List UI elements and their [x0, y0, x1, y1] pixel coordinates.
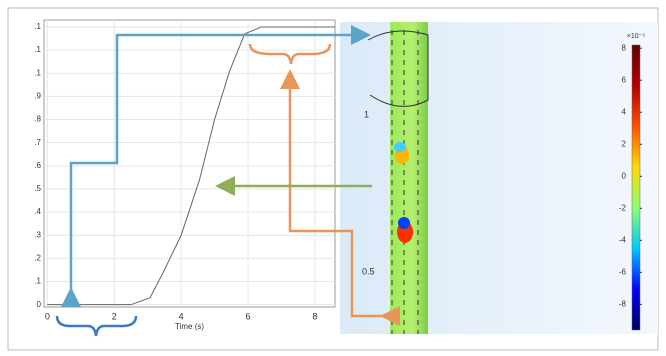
- x-tick-label: 0: [45, 311, 50, 321]
- x-tick-label: 2: [112, 311, 117, 321]
- y-tick-label: .1: [34, 22, 41, 31]
- tube: [390, 22, 428, 334]
- arrow: [280, 69, 400, 326]
- y-tick-label: .1: [34, 68, 41, 77]
- colorbar-tick-label: 0: [622, 171, 627, 180]
- hotspot: [394, 142, 406, 152]
- x-tick-label: 8: [312, 311, 317, 321]
- y-tick-label: .8: [34, 115, 41, 124]
- colorbar-tick-label: -8: [619, 299, 627, 308]
- colorbar-tick-label: 2: [622, 139, 627, 148]
- y-tick-label: .2: [34, 254, 41, 263]
- y-tick-label: .1: [34, 45, 41, 54]
- y-tick-label: .5: [34, 184, 41, 193]
- y-tick-label: .1: [34, 277, 41, 286]
- y-tick-label: .3: [34, 230, 41, 239]
- brace: [55, 315, 138, 337]
- colorbar-tick-label: -6: [619, 267, 627, 276]
- simulation-panel: [340, 22, 658, 334]
- brace: [248, 43, 332, 65]
- image-label: 1: [364, 109, 369, 119]
- colorbar: 8 6 4 2 0 -2 -4 -6 -8 ×10⁻⁵: [619, 33, 646, 331]
- y-tick-label: .9: [34, 91, 41, 100]
- y-tick-label: .4: [34, 207, 41, 216]
- arrow: [61, 25, 371, 307]
- colorbar-unit: ×10⁻⁵: [627, 33, 646, 40]
- x-tick-label: 6: [246, 311, 251, 321]
- hotspot: [398, 217, 410, 229]
- y-tick-label: 0: [37, 300, 42, 309]
- y-tick-label: .7: [34, 138, 41, 147]
- colorbar-tick-label: -4: [619, 235, 627, 244]
- colorbar-scale: [631, 44, 641, 331]
- x-tick-label: 4: [179, 311, 184, 321]
- y-tick-label: .6: [34, 161, 41, 170]
- image-label: 0.5: [362, 266, 375, 276]
- colorbar-tick-label: 8: [622, 43, 627, 52]
- colorbar-tick-label: 4: [622, 107, 627, 116]
- x-axis-label: Time (s): [175, 322, 204, 331]
- colorbar-tick-label: -2: [619, 203, 627, 212]
- colorbar-tick-label: 6: [622, 75, 627, 84]
